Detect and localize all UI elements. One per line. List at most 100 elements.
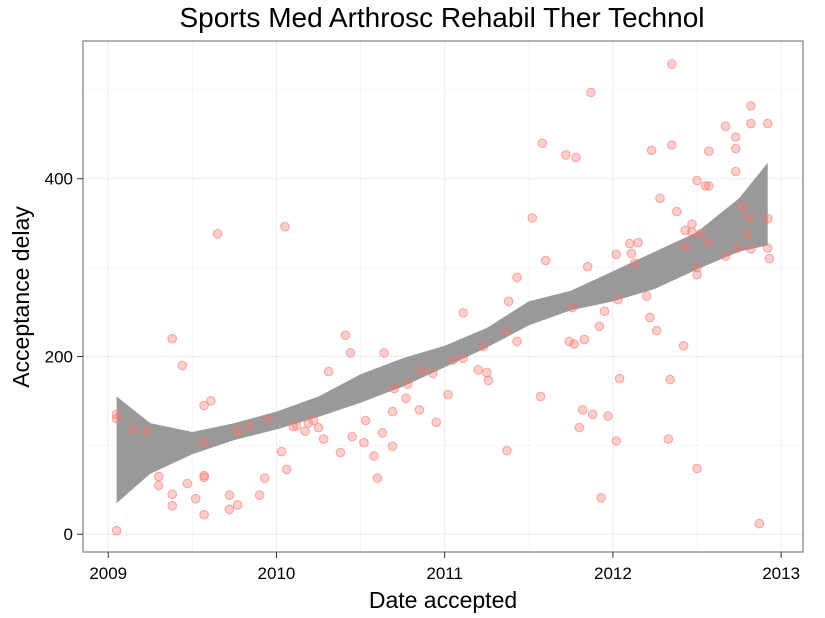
data-point [692, 175, 702, 186]
data-point [586, 87, 596, 98]
data-point [692, 463, 702, 474]
data-point [244, 421, 255, 431]
data-point [680, 241, 691, 252]
data-point [762, 213, 773, 224]
data-point [577, 405, 588, 415]
data-point [377, 428, 388, 438]
chart-title: Sports Med Arthrosc Rehabil Ther Technol [179, 2, 704, 33]
data-point [359, 437, 369, 448]
data-point [730, 132, 741, 142]
data-point [665, 374, 675, 385]
data-points [111, 59, 775, 536]
data-point [672, 206, 682, 217]
data-point [224, 504, 235, 515]
data-point [561, 150, 571, 160]
data-point [300, 426, 310, 436]
data-point [369, 451, 379, 461]
smooth-confidence-band [116, 162, 768, 504]
data-point [347, 431, 358, 442]
data-point [574, 422, 585, 433]
data-point [199, 509, 209, 520]
data-point [233, 500, 243, 510]
x-tick-label: 2013 [762, 564, 800, 583]
data-point [206, 396, 216, 406]
data-point [111, 525, 122, 536]
data-point [360, 415, 371, 426]
data-point [128, 424, 139, 435]
data-point [746, 101, 756, 111]
data-point [596, 493, 606, 503]
data-point [746, 118, 756, 129]
data-point [481, 367, 492, 378]
data-point [167, 501, 177, 511]
data-point [737, 201, 748, 212]
data-point [182, 478, 193, 489]
data-point [167, 333, 177, 344]
data-point [478, 341, 489, 352]
data-point [473, 365, 484, 375]
data-point [646, 145, 657, 156]
y-tick-label: 0 [64, 525, 73, 544]
data-point [483, 375, 494, 386]
data-point [512, 336, 522, 347]
data-point [626, 248, 637, 259]
data-point [281, 464, 292, 475]
data-point [611, 436, 622, 446]
panel-border [82, 40, 804, 553]
y-tick-label: 400 [45, 170, 73, 189]
data-point [571, 152, 581, 163]
data-point [742, 229, 753, 239]
data-point [345, 348, 356, 358]
data-point [224, 490, 235, 500]
data-point [630, 258, 640, 269]
data-point [704, 181, 714, 191]
y-axis-title: Acceptance delay [8, 206, 34, 388]
data-point [448, 355, 458, 365]
data-point [512, 272, 522, 283]
data-point [340, 330, 351, 341]
x-tick-label: 2011 [426, 564, 463, 583]
data-point [732, 243, 743, 253]
data-point [318, 434, 329, 444]
data-point [177, 360, 188, 371]
data-point [280, 221, 290, 232]
plot-panel [83, 41, 803, 552]
data-point [564, 336, 575, 347]
data-point [663, 434, 674, 444]
data-point [313, 422, 324, 433]
data-point [624, 238, 635, 249]
data-point [687, 227, 697, 237]
data-point [254, 490, 265, 500]
data-point [720, 121, 731, 132]
data-point [233, 426, 243, 436]
data-point [431, 417, 442, 428]
data-point [692, 262, 702, 273]
data-point [613, 294, 623, 305]
data-point [199, 400, 209, 411]
data-point [503, 296, 514, 307]
data-point [720, 251, 731, 261]
data-point [704, 237, 714, 248]
x-axis: 2009 2010 2011 2012 2013 [89, 552, 800, 583]
data-point [443, 389, 453, 400]
data-point [458, 308, 469, 318]
data-point [700, 181, 711, 191]
data-point [291, 421, 302, 431]
data-point [458, 353, 469, 364]
data-point [594, 321, 605, 332]
data-point [764, 253, 775, 264]
data-point [614, 373, 625, 384]
data-point [746, 244, 756, 254]
data-point [641, 291, 652, 301]
data-point [651, 325, 662, 336]
data-point [500, 326, 511, 337]
data-point [414, 405, 425, 415]
data-point [401, 393, 411, 404]
x-tick-label: 2009 [89, 564, 127, 583]
data-point [199, 472, 209, 483]
data-point [678, 341, 689, 351]
data-point [730, 166, 741, 177]
data-point [762, 118, 773, 129]
x-axis-title: Date accepted [369, 587, 517, 613]
data-point [199, 437, 209, 447]
